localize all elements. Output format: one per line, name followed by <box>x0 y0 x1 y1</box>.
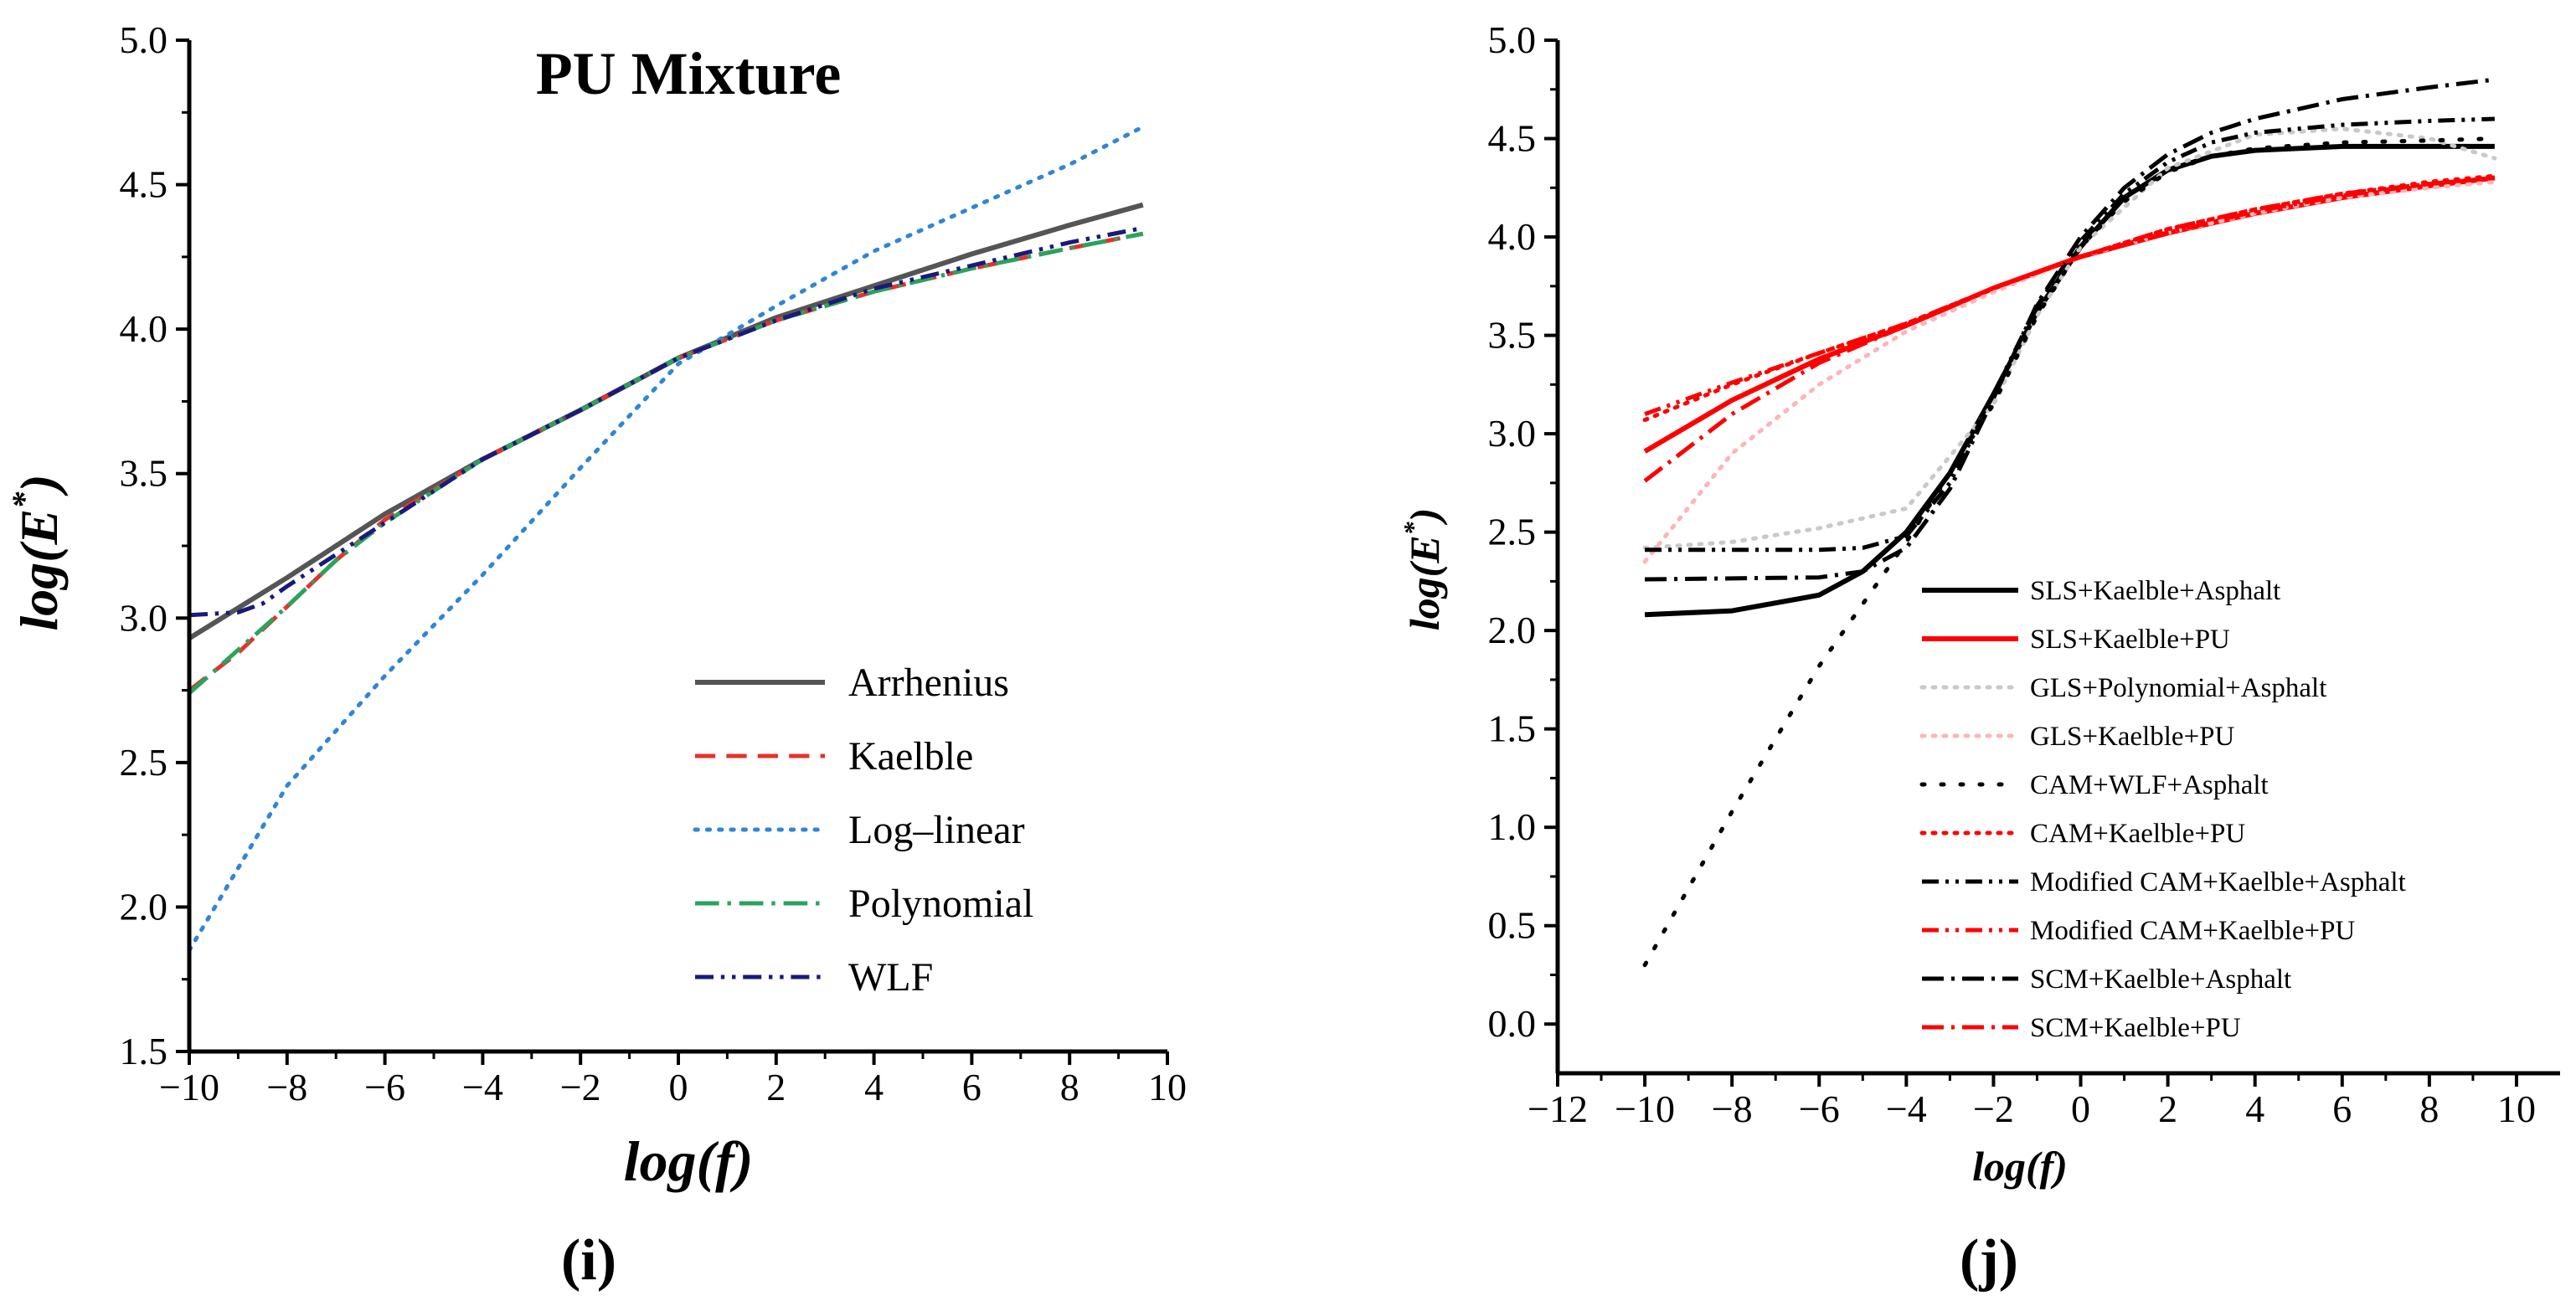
panel-label-i: (i) <box>561 1228 616 1293</box>
panel-label-j-letter: j <box>1978 1228 1998 1293</box>
x-tick-label: 10 <box>2497 1087 2536 1130</box>
y-axis-label-i-base: log(E <box>9 509 69 631</box>
legend-label-scm-kaelble-asphalt: SCM+Kaelble+Asphalt <box>2030 964 2291 995</box>
x-tick-label: −4 <box>462 1066 503 1108</box>
legend-label-scm-kaelble-pu: SCM+Kaelble+PU <box>2030 1013 2241 1043</box>
y-tick-label: 3.5 <box>120 452 168 495</box>
series-line-kaelble <box>188 231 1144 692</box>
panel-label-i-letter: i <box>580 1228 596 1293</box>
x-tick-label: −4 <box>1886 1087 1927 1130</box>
x-tick-label: 8 <box>2419 1087 2439 1130</box>
legend-label-sls-kaelble-asphalt: SLS+Kaelble+Asphalt <box>2030 576 2280 606</box>
chart-panel-j: −12 −10 −8 −6 −4 −2 0 2 4 6 8 10 0.0 0.5 1.0 1.5 2.0 2.5 3… <box>1398 18 2560 1293</box>
series-line-gls-polynomial-asphalt <box>1642 126 2497 550</box>
x-axis-label-j: log(f) <box>1972 1143 2068 1190</box>
x-tick-label: −10 <box>159 1066 219 1108</box>
x-tick-label: 0 <box>2071 1087 2090 1130</box>
x-tick-label: −8 <box>266 1066 307 1108</box>
legend-label-modified-cam-kaelble-asphalt: Modified CAM+Kaelble+Asphalt <box>2030 867 2406 897</box>
y-tick-label: 2.0 <box>1488 609 1537 651</box>
legend-label-wlf: WLF <box>848 955 933 1000</box>
series-group-j <box>1642 77 2497 968</box>
y-axis-label-j: log(E*) <box>1398 508 1448 631</box>
x-tick-label: 2 <box>766 1066 786 1108</box>
legend-label-modified-cam-kaelble-pu: Modified CAM+Kaelble+PU <box>2030 916 2355 946</box>
x-tick-label: −2 <box>1973 1087 2014 1130</box>
y-tick-label: 2.5 <box>1488 511 1537 553</box>
y-tick-label: 0.5 <box>1488 904 1537 947</box>
series-group-i <box>187 125 1146 953</box>
x-tick-label: 0 <box>669 1066 688 1108</box>
legend-label-arrhenius: Arrhenius <box>848 661 1009 705</box>
x-tick-label: 10 <box>1148 1066 1187 1108</box>
x-tick-label: 6 <box>962 1066 981 1108</box>
panel-label-j: (j) <box>1960 1228 2018 1293</box>
x-tick-label: −6 <box>364 1066 405 1108</box>
x-axis-label-i: log(f) <box>624 1129 754 1193</box>
series-line-cam-wlf-asphalt <box>1642 136 2497 968</box>
y-tick-label: 4.0 <box>1488 215 1537 258</box>
y-tick-label: 1.5 <box>120 1030 168 1072</box>
legend-label-log-linear: Log–linear <box>848 808 1025 852</box>
axes-j: −12 −10 −8 −6 −4 −2 0 2 4 6 8 10 0.0 0.5 1.0 1.5 2.0 2.5 3… <box>1488 18 2560 1130</box>
x-tick-label: 6 <box>2332 1087 2352 1130</box>
series-line-gls-kaelble-pu <box>1642 179 2497 564</box>
y-axis-label-j-sup: * <box>1398 521 1428 535</box>
x-tick-label: −8 <box>1712 1087 1753 1130</box>
y-tick-label: 3.0 <box>120 596 168 639</box>
x-tick-label: −6 <box>1799 1087 1840 1130</box>
legend-i: Arrhenius Kaelble Log–linear Polynomial WLF <box>693 661 1033 1000</box>
legend-j: SLS+Kaelble+Asphalt SLS+Kaelble+PU GLS+Pol… <box>1919 576 2406 1043</box>
legend-label-kaelble: Kaelble <box>848 734 973 779</box>
legend-label-gls-kaelble-pu: GLS+Kaelble+PU <box>2030 722 2235 752</box>
x-tick-label: 8 <box>1060 1066 1079 1108</box>
legend-label-cam-wlf-asphalt: CAM+WLF+Asphalt <box>2030 770 2269 800</box>
series-line-cam-kaelble-pu <box>1642 173 2497 423</box>
y-tick-label: 5.0 <box>120 18 168 61</box>
series-line-sls-kaelble-asphalt <box>1644 143 2495 618</box>
chart-panel-i: −10 −8 −6 −4 −2 0 2 4 6 8 10 1.5 2.0 2.5 3.0 3.5 4.0 4.5 5… <box>5 18 1187 1293</box>
y-tick-label: 0.0 <box>1488 1002 1537 1045</box>
y-tick-label: 1.5 <box>1488 707 1537 750</box>
x-tick-label: 2 <box>2158 1087 2177 1130</box>
chart-title: PU Mixture <box>536 40 842 107</box>
y-tick-label: 4.5 <box>120 163 168 206</box>
series-line-sls-kaelble-pu <box>1643 175 2496 454</box>
series-line-wlf <box>188 225 1144 618</box>
legend-label-cam-kaelble-pu: CAM+Kaelble+PU <box>2030 819 2245 849</box>
y-axis-label-i-end: ) <box>9 474 69 496</box>
x-tick-label: −10 <box>1615 1087 1675 1130</box>
y-axis-label-j-base: log(E <box>1401 535 1448 630</box>
y-tick-label: 3.0 <box>1488 412 1537 455</box>
y-axis-label-j-end: ) <box>1401 508 1448 526</box>
x-tick-label: 4 <box>864 1066 884 1108</box>
legend-label-sls-kaelble-pu: SLS+Kaelble+PU <box>2030 625 2230 655</box>
series-line-scm-kaelble-asphalt <box>1645 77 2496 582</box>
y-tick-label: 4.0 <box>120 307 168 350</box>
y-tick-label: 2.5 <box>120 741 168 784</box>
legend-label-gls-polynomial-asphalt: GLS+Polynomial+Asphalt <box>2030 673 2326 703</box>
series-line-modified-cam-kaelble-asphalt <box>1645 116 2495 553</box>
y-tick-label: 3.5 <box>1488 314 1537 357</box>
y-tick-label: 1.0 <box>1488 805 1537 848</box>
x-tick-label: 4 <box>2245 1087 2264 1130</box>
y-tick-label: 4.5 <box>1488 117 1537 160</box>
y-tick-label: 2.0 <box>120 885 168 928</box>
y-axis-label-i-sup: * <box>5 491 43 509</box>
legend-label-polynomial: Polynomial <box>848 882 1033 926</box>
x-tick-label: −2 <box>560 1066 601 1108</box>
series-line-arrhenius <box>188 202 1144 640</box>
x-tick-label: −12 <box>1528 1087 1588 1130</box>
axes-i: −10 −8 −6 −4 −2 0 2 4 6 8 10 1.5 2.0 2.5 3.0 3.5 4.0 4.5 5… <box>120 18 1188 1108</box>
y-tick-label: 5.0 <box>1488 18 1537 61</box>
series-line-log-linear <box>187 125 1146 953</box>
series-line-scm-kaelble-pu <box>1643 176 2496 483</box>
series-line-polynomial <box>188 231 1144 695</box>
y-axis-label-i: log(E*) <box>5 474 69 630</box>
